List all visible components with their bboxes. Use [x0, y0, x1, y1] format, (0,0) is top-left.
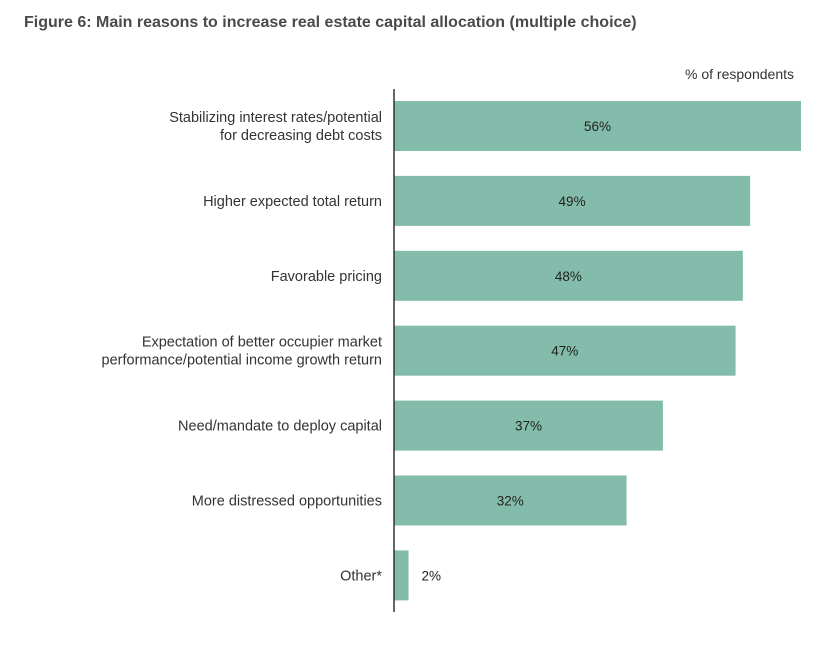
bar-5: [394, 475, 627, 526]
category-label-1: Higher expected total return: [203, 194, 382, 210]
category-label-3-line-1: performance/potential income growth retu…: [102, 353, 382, 369]
value-label-6: 2%: [422, 568, 442, 583]
bar-3: [394, 325, 736, 376]
bar-4: [394, 400, 663, 451]
bar-2: [394, 250, 743, 301]
value-label-1: 49%: [559, 194, 586, 209]
category-label-5: More distressed opportunities: [192, 494, 382, 510]
category-label-4: Need/mandate to deploy capital: [178, 419, 382, 435]
chart-title: Figure 6: Main reasons to increase real …: [24, 14, 637, 31]
value-label-0: 56%: [584, 119, 611, 134]
category-label-6: Other*: [340, 568, 382, 584]
category-label-2: Favorable pricing: [271, 269, 382, 285]
value-label-5: 32%: [497, 494, 524, 509]
bar-1: [394, 175, 751, 226]
category-label-3-line-0: Expectation of better occupier market: [142, 335, 382, 351]
value-label-3: 47%: [551, 344, 578, 359]
value-label-2: 48%: [555, 269, 582, 284]
value-label-4: 37%: [515, 419, 542, 434]
unit-label: % of respondents: [685, 66, 794, 82]
bar-6: [394, 550, 409, 601]
category-label-0-line-0: Stabilizing interest rates/potential: [169, 110, 382, 126]
bar-0: [394, 101, 801, 151]
category-label-0-line-1: for decreasing debt costs: [220, 128, 382, 144]
